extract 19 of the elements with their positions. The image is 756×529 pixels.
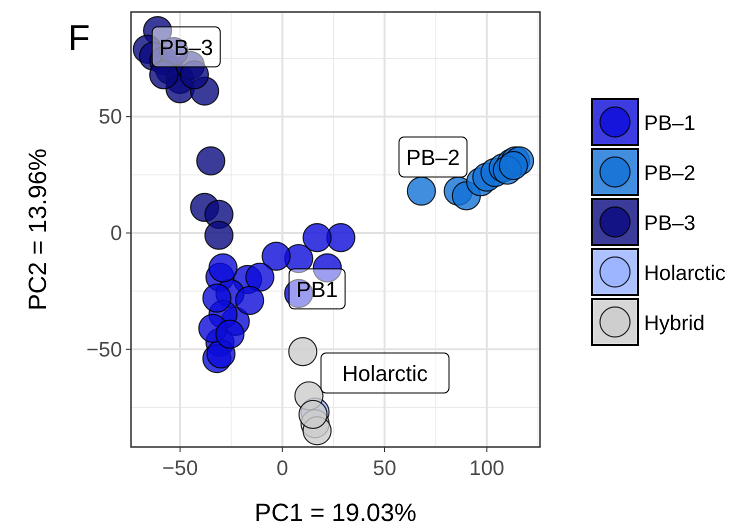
legend-label: PB–1 [644,112,696,135]
x-axis-title: PC1 = 19.03% [254,499,416,527]
y-axis-title: PC2 = 13.96% [24,148,52,310]
y-tick-label: 0 [110,222,122,245]
annotation: Holarctic [342,361,428,386]
annotation: PB1 [296,276,338,302]
y-tick-label: 50 [98,106,122,129]
y-tick-label: −50 [86,338,122,362]
x-tick-label: 100 [469,457,504,480]
legend-label: PB–3 [644,212,696,235]
legend-label: PB–2 [644,162,696,185]
annotation: PB–3 [159,34,214,60]
legend-label: Holarctic [644,262,726,285]
chart-title: F [68,17,90,58]
x-tick-label: −50 [162,457,198,480]
x-tick-label: 50 [372,457,396,480]
annotation: PB–2 [406,145,460,170]
x-tick-label: 0 [276,457,288,480]
legend-label: Hybrid [644,312,705,335]
